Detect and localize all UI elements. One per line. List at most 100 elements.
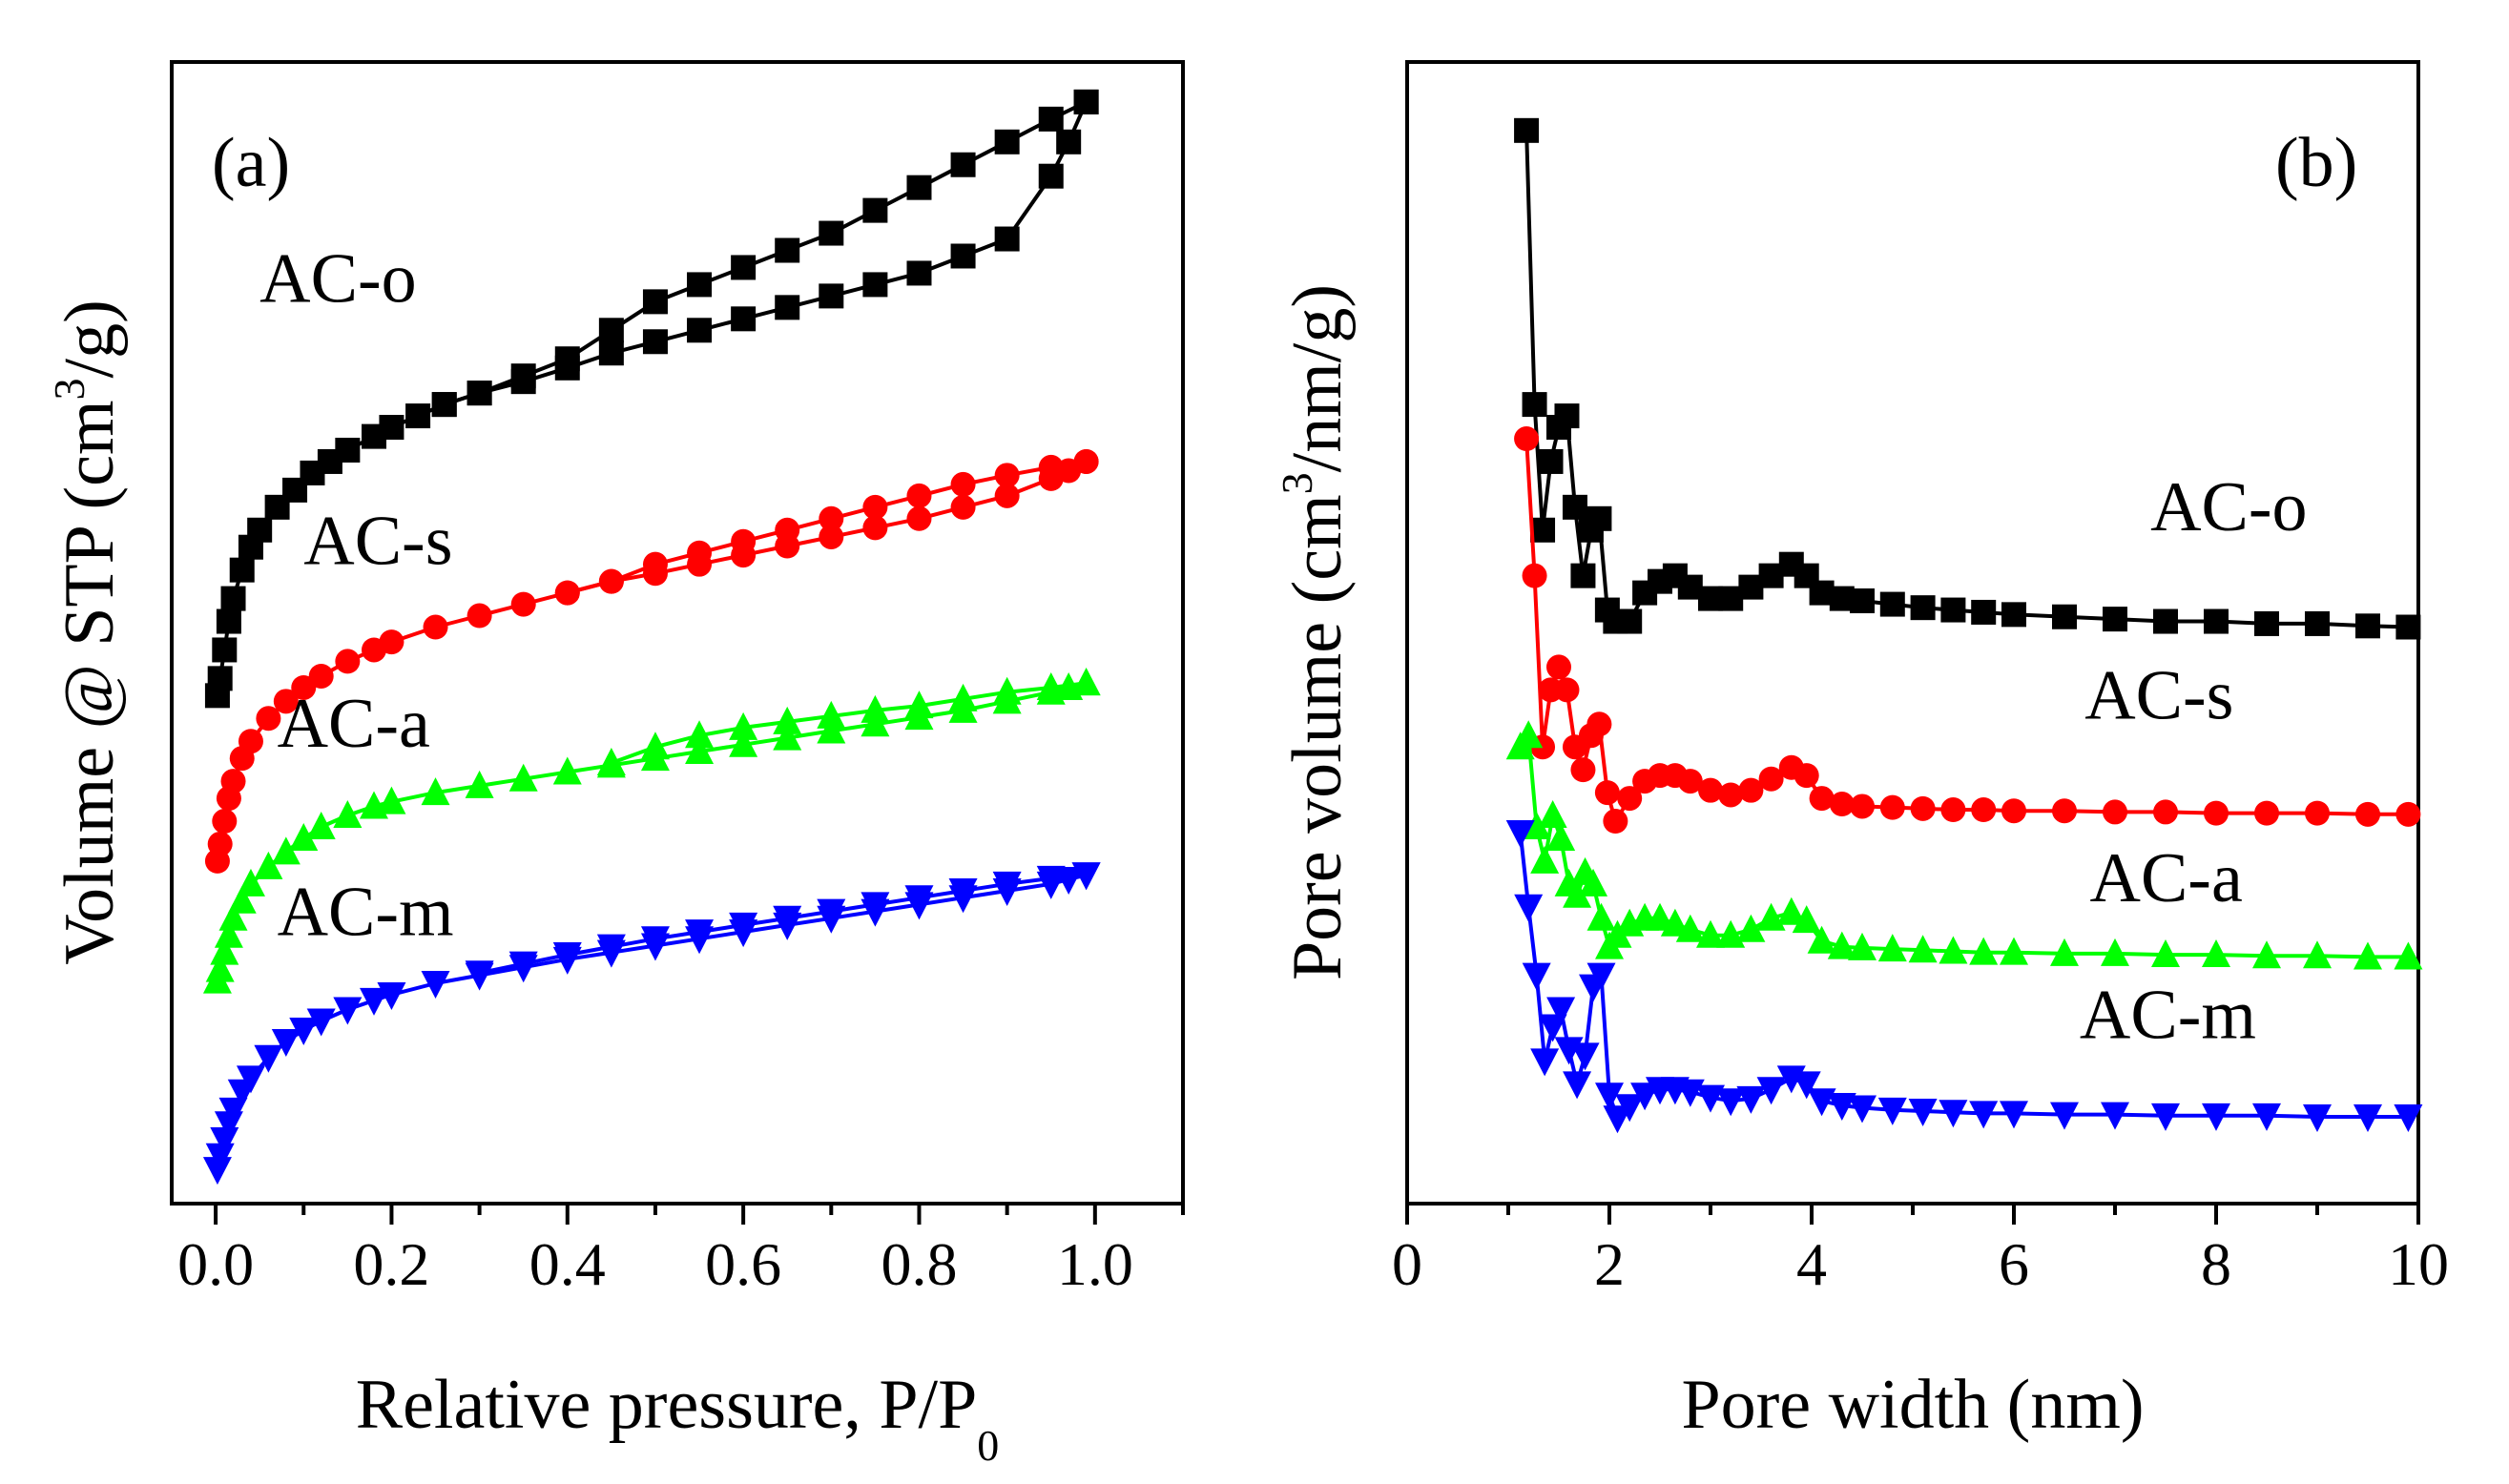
panel-b-ac-s-curve-point	[1971, 797, 1997, 823]
panel-b-ac-o-curve-point	[2254, 610, 2279, 636]
panel-a-ac-o-desorption-point	[906, 175, 932, 200]
panel-b-ac-a-curve-point	[1579, 868, 1608, 897]
panel-a-ac-a-adsorption-point	[205, 954, 235, 982]
panel-a-x-tick-label: 0.2	[353, 1230, 429, 1298]
panel-b-ac-s-curve-point	[2254, 800, 2279, 826]
panel-a-ac-m-adsorption-point	[202, 1157, 232, 1185]
panel-a-frame	[170, 60, 1185, 1206]
panel-a-ac-o-adsorption-point	[687, 318, 713, 343]
panel-a-ac-o-adsorption-point	[1056, 129, 1082, 155]
panel-a-ac-a-adsorption-point	[508, 763, 538, 792]
panel-b-ac-s-curve-point	[1546, 654, 1571, 680]
panel-b-ac-a-curve-point	[2303, 940, 2332, 969]
panel-b-ac-s-curve-point	[1617, 786, 1643, 812]
panel-a-ac-s-adsorption-point	[212, 809, 238, 835]
panel-b-ac-a-curve-point	[2101, 938, 2129, 966]
panel-a-ac-o-desorption-line	[444, 100, 1088, 407]
panel-a-ac-a-desorption-point	[992, 676, 1022, 705]
panel-b-ac-s-curve-point	[1677, 769, 1703, 794]
panel-b-ac-o-curve-point	[1879, 591, 1905, 617]
panel-b-ac-m-curve-line	[1518, 832, 2409, 1121]
panel-b-ac-a-curve-point	[1848, 932, 1877, 960]
panel-b-ac-m-curve-point	[1522, 962, 1551, 991]
panel-a-ac-o-adsorption-point	[994, 226, 1020, 252]
panel-a-ac-o-adsorption-point	[207, 666, 233, 691]
panel-a-label: (a)	[212, 124, 290, 202]
panel-b-ac-m-curve-point	[2202, 1103, 2230, 1131]
panel-b-ac-o-curve-point	[1850, 587, 1875, 613]
panel-b-ac-a-curve-point	[1807, 925, 1836, 954]
panel-b-series-group	[1505, 117, 2423, 1134]
panel-a-ac-o-adsorption-point	[819, 283, 844, 309]
panel-b-ac-s-curve-point	[2052, 798, 2077, 824]
panel-a-ac-m-desorption-point	[1071, 862, 1101, 891]
panel-a-ac-s-adsorption-point	[467, 603, 492, 629]
panel-b-ac-s-curve-point	[1829, 792, 1855, 817]
panel-b-ac-a-curve-point	[2050, 938, 2079, 966]
panel-a-ac-o-desorption-point	[775, 237, 800, 263]
panel-a-x-tick-label: 0.6	[705, 1230, 781, 1298]
panel-a-ac-a-series	[202, 668, 1101, 994]
panel-b-ac-m-curve-point	[1615, 1094, 1645, 1123]
panel-b-ac-o-curve-point	[1940, 597, 1966, 623]
panel-a-ac-o-adsorption-point	[906, 260, 932, 286]
panel-a-ac-s-desorption-point	[598, 568, 624, 594]
panel-a-ac-a-desorption-point	[817, 700, 846, 729]
panel-a-ac-o-adsorption-point	[216, 608, 241, 634]
panel-b-ac-s-label: AC-s	[2084, 656, 2233, 734]
panel-a-ac-m-adsorption-point	[360, 987, 388, 1016]
panel-a-ac-a-desorption-point	[640, 732, 670, 760]
panel-a-ac-o-adsorption-point	[220, 586, 246, 611]
panel-b-ac-m-curve-point	[1595, 1082, 1624, 1111]
panel-a-ac-m-series	[202, 862, 1101, 1185]
panel-a-ac-o-desorption-point	[687, 272, 713, 298]
panel-b-ac-s-series	[1514, 426, 2421, 835]
panel-a-ac-o-desorption-point	[862, 197, 888, 223]
panel-b-ac-a-curve-point	[1660, 908, 1690, 937]
panel-a-ac-o-desorption-point	[950, 152, 976, 177]
panel-a-ac-a-desorption-point	[729, 711, 758, 740]
panel-a-ac-o-adsorption-point	[1038, 163, 1064, 189]
panel-b-ac-a-curve-point	[1939, 936, 1968, 964]
panel-a-ac-m-desorption-point	[773, 905, 802, 934]
panel-b-ac-s-curve-point	[1809, 786, 1835, 812]
panel-a-ac-m-adsorption-point	[306, 1008, 336, 1037]
panel-a-ac-s-adsorption-point	[335, 649, 361, 674]
panel-a-ac-a-adsorption-point	[333, 800, 363, 829]
panel-a-ac-m-desorption-point	[729, 912, 758, 940]
panel-a-ac-s-desorption-point	[687, 540, 713, 566]
panel-a-ac-a-adsorption-point	[306, 811, 336, 839]
panel-a-ac-m-desorption-point	[904, 885, 934, 914]
panel-a-ac-o-desorption-point	[510, 363, 536, 389]
panel-b-ac-a-curve-point	[1908, 935, 1938, 963]
panel-a-ac-s-adsorption-point	[207, 831, 233, 856]
panel-a-ac-m-adsorption-point	[271, 1029, 301, 1058]
panel-b-ac-m-curve-point	[1514, 894, 1544, 922]
panel-a-ac-m-adsorption-point	[421, 970, 450, 999]
panel-a-ac-m-desorption-point	[552, 942, 582, 971]
panel-b-ac-o-curve-point	[1554, 403, 1580, 429]
panel-b-ac-a-curve-point	[2394, 941, 2423, 970]
panel-a-ac-o-adsorption-point	[642, 329, 668, 355]
panel-a-ac-s-desorption-point	[642, 551, 668, 577]
panel-a-ac-a-desorption-point	[685, 720, 715, 749]
panel-b-ac-m-curve-point	[1586, 962, 1616, 991]
panel-b-pore-distribution: 0 2 4 6 8 10 AC-o AC-s AC-a AC-m (b) Pore width …	[1273, 60, 2449, 1444]
panel-b-x-tick-label: 2	[1594, 1230, 1625, 1298]
panel-b-ac-a-curve-point	[1675, 914, 1705, 942]
panel-b-ac-o-curve-point	[1586, 505, 1612, 531]
panel-b-ac-m-curve-point	[1736, 1085, 1766, 1114]
panel-b-ac-a-curve-point	[1530, 845, 1560, 874]
panel-b-ac-o-curve-point	[1530, 517, 1556, 543]
panel-a-ac-o-adsorption-point	[950, 243, 976, 269]
panel-a-ac-s-desorption-point	[731, 528, 757, 554]
panel-b-ac-o-curve-point	[1562, 494, 1587, 520]
panel-b-ac-m-curve-point	[2353, 1104, 2382, 1133]
panel-a-ac-m-adsorption-point	[254, 1044, 283, 1073]
panel-a-ac-o-desorption-point	[731, 255, 757, 280]
panel-b-ac-a-curve-point	[1646, 902, 1674, 931]
panel-b-y-axis-label-main: Pore volume (cm	[1278, 494, 1357, 980]
panel-b-ac-o-curve-point	[2153, 608, 2178, 634]
panel-b-ac-a-curve-point	[2353, 941, 2382, 970]
panel-a-y-axis-label-unit: /g)	[51, 299, 129, 378]
